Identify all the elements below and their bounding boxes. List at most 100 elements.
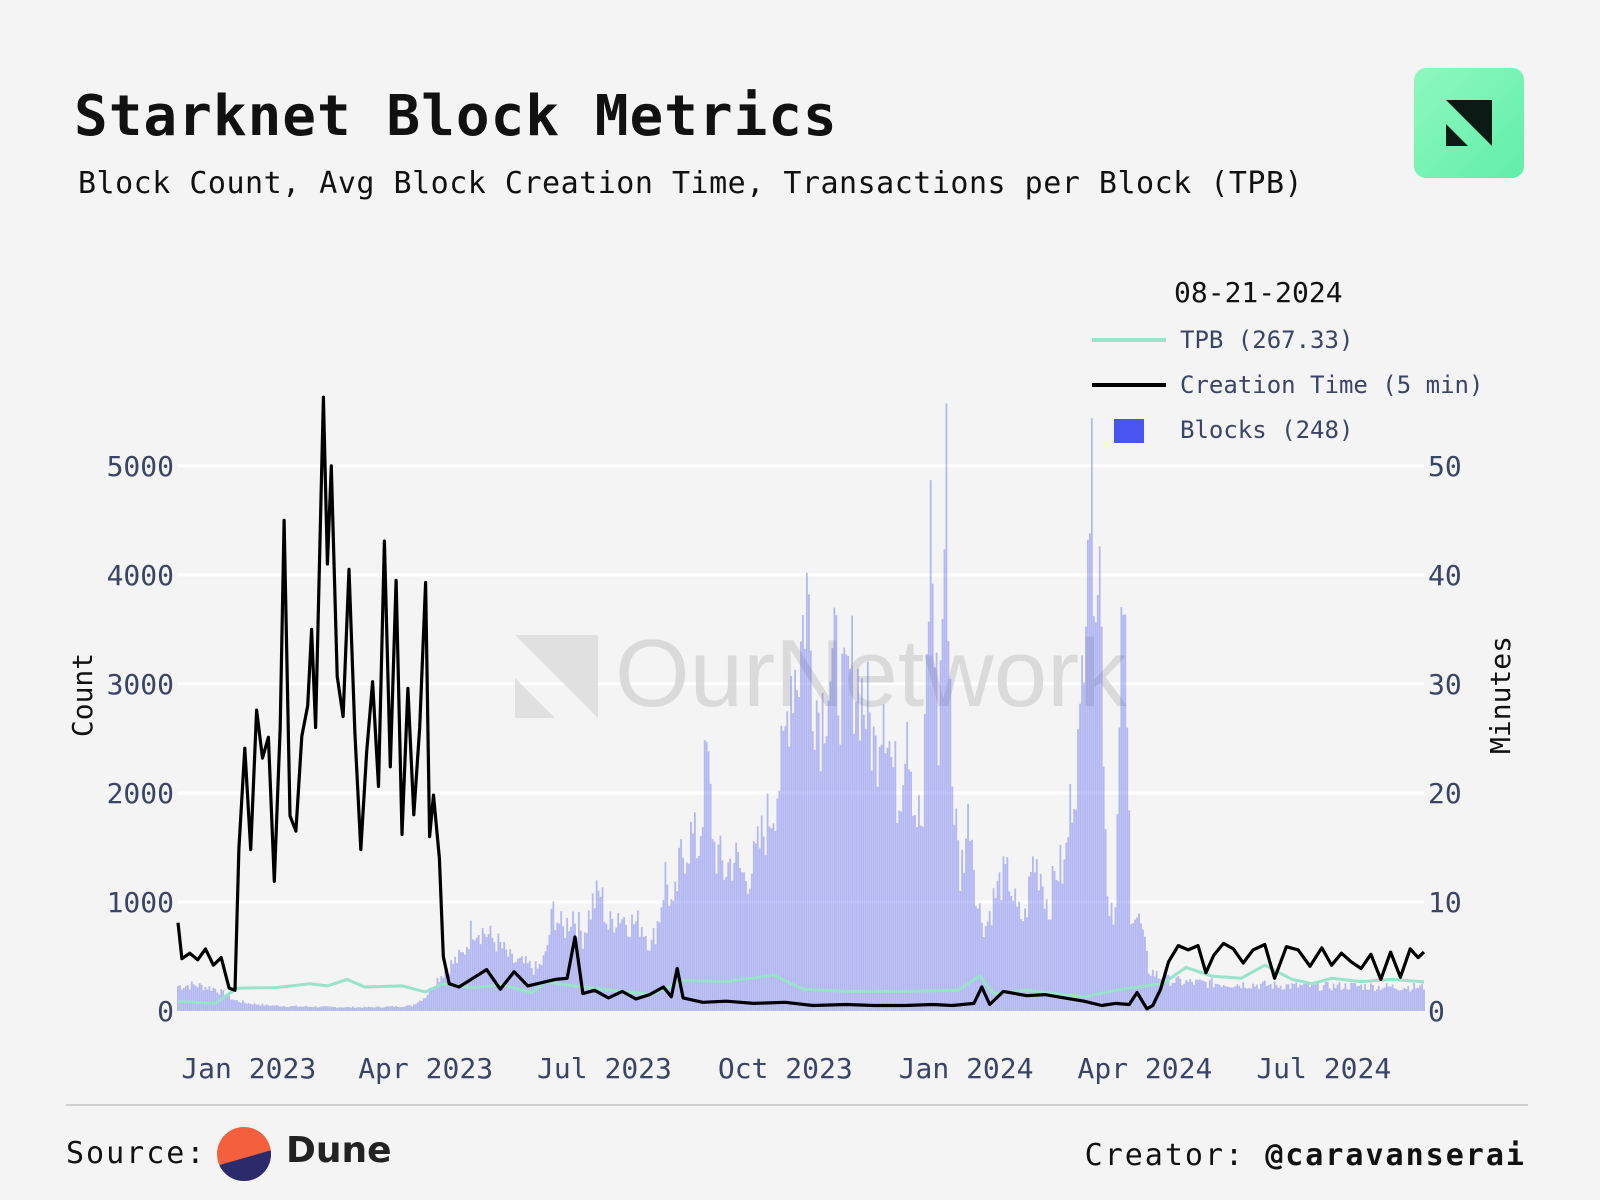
blocks-bar [287,1007,289,1011]
blocks-bar [1134,919,1137,1011]
blocks-bar [664,862,667,1011]
blocks-bar [729,858,732,1011]
blocks-bar [1417,987,1420,1011]
blocks-bar [868,712,871,1011]
blocks-bar [1324,981,1327,1011]
blocks-bar [650,939,653,1011]
blocks-bar [880,744,883,1011]
blocks-bar [711,839,714,1011]
blocks-bar [627,936,629,1011]
ournetwork-logo [1414,68,1524,178]
blocks-bar [859,740,861,1011]
blocks-bar [1020,919,1023,1011]
blocks-bar [644,935,647,1011]
blocks-bar [1169,986,1172,1011]
blocks-bar [1142,929,1144,1011]
blocks-bar [570,926,572,1011]
blocks-bar [709,783,712,1011]
blocks-bar [1275,985,1278,1011]
blocks-bar [1352,983,1355,1011]
blocks-bar [743,872,745,1011]
blocks-bar [200,984,203,1011]
blocks-bar [855,701,857,1011]
blocks-bar [939,660,942,1011]
blocks-bar [1083,682,1085,1011]
blocks-bar [1149,975,1152,1011]
blocks-bar [1232,987,1235,1011]
blocks-bar [713,841,716,1011]
blocks-bar [947,640,950,1011]
blocks-bar [1010,895,1013,1011]
blocks-bar [1055,879,1058,1011]
blocks-bar [1387,986,1390,1011]
blocks-bar [576,937,578,1011]
blocks-bar [831,648,834,1011]
blocks-bar [747,893,749,1011]
blocks-bar [340,1007,343,1011]
blocks-bar [1092,615,1095,1011]
blocks-bar [843,647,846,1011]
blocks-bar [1057,881,1060,1011]
blocks-bar [1334,988,1337,1011]
blocks-bar [1316,981,1319,1011]
blocks-bar [1311,982,1313,1011]
blocks-bar [420,1001,423,1011]
watermark-mark [515,635,598,718]
blocks-bar [764,855,767,1011]
blocks-bar [1385,983,1388,1011]
blocks-bar [403,1006,405,1011]
blocks-bar [646,949,649,1011]
chart-subtitle: Block Count, Avg Block Creation Time, Tr… [78,166,1304,201]
blocks-bar [1318,990,1321,1011]
blocks-bar [1265,985,1268,1011]
blocks-bar [1419,985,1421,1011]
blocks-bar [177,986,179,1011]
blocks-bar [1360,984,1363,1011]
blocks-bar [238,1002,240,1011]
blocks-bar [1256,984,1258,1011]
blocks-bar [841,653,844,1011]
footer-divider [66,1104,1528,1106]
blocks-bar [1201,980,1203,1011]
blocks-bar [263,1005,266,1011]
blocks-bar [1151,969,1154,1011]
blocks-bar [318,1007,321,1011]
blocks-bar [471,939,474,1011]
blocks-bar [1322,985,1325,1011]
blocks-bar [324,1006,327,1011]
blocks-bar [589,919,592,1011]
blocks-bar [1185,980,1188,1011]
blocks-bar [1407,986,1410,1011]
blocks-bar [1140,923,1142,1011]
blocks-bar [1179,978,1182,1011]
blocks-bar [295,1005,297,1011]
blocks-bar [986,921,989,1011]
blocks-bar [1018,901,1021,1011]
blocks-bar [906,721,909,1011]
blocks-bar [326,1006,329,1011]
blocks-bar [1191,981,1193,1011]
blocks-bar [1206,987,1209,1011]
blocks-bar [955,808,958,1011]
blocks-bar [597,890,600,1011]
blocks-bar [379,1007,382,1011]
blocks-bar [904,763,907,1011]
blocks-bar [619,923,622,1011]
blocks-bar [690,821,692,1011]
blocks-bar [261,1003,264,1011]
blocks-bar [1161,982,1164,1011]
blocks-bar [727,862,730,1011]
blocks-bar [1295,982,1298,1011]
blocks-bar [1008,891,1011,1011]
blocks-bar [774,831,777,1011]
blocks-bar [188,989,191,1011]
blocks-bar [1065,842,1068,1011]
blocks-bar [959,890,962,1011]
blocks-bar [719,835,722,1011]
blocks-bar [257,1004,260,1011]
blocks-bar [918,795,920,1011]
x-tick-label: Jul 2024 [1256,1052,1391,1085]
blocks-bar [642,936,645,1011]
legend: 08-21-2024 TPB (267.33) Creation Time (5… [1092,276,1483,444]
blocks-bar [741,872,743,1011]
